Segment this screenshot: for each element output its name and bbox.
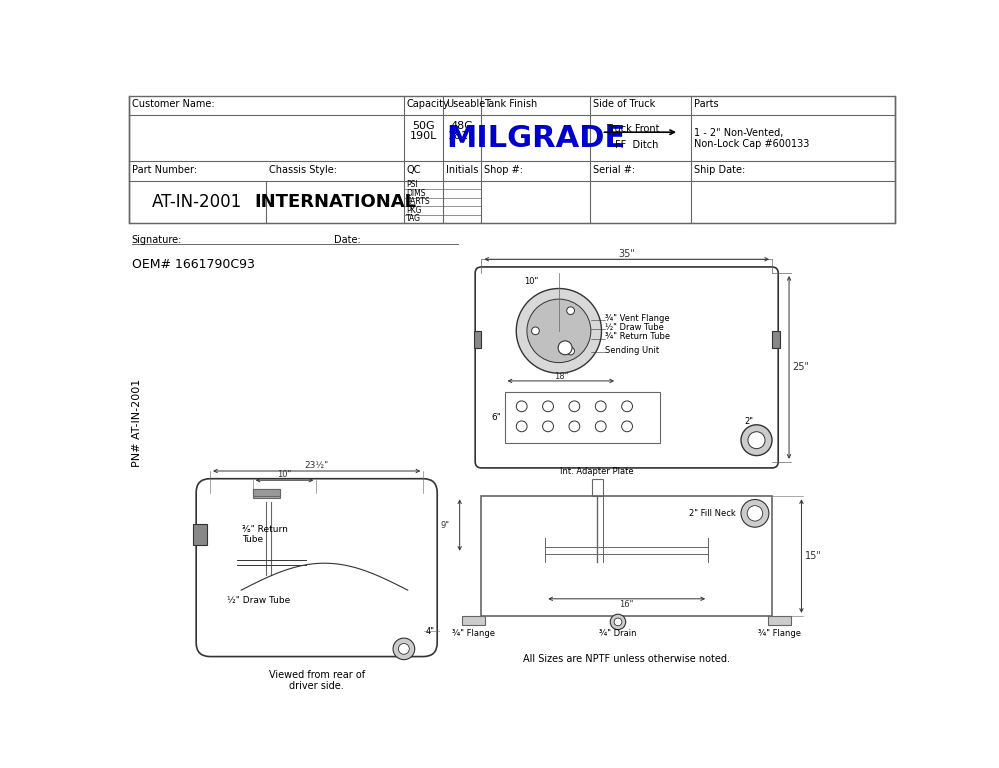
Bar — [591, 479, 602, 496]
Text: ½" Draw Tube: ½" Draw Tube — [227, 596, 291, 605]
Text: PSI: PSI — [407, 180, 418, 190]
Circle shape — [516, 401, 527, 412]
Text: Signature:: Signature: — [132, 234, 182, 245]
Bar — [462, 616, 486, 625]
Circle shape — [526, 299, 590, 362]
Text: 10": 10" — [524, 277, 538, 286]
Text: OEM# 1661790C93: OEM# 1661790C93 — [132, 258, 255, 270]
Bar — [129, 96, 895, 223]
Text: Customer Name:: Customer Name: — [132, 99, 215, 109]
Text: PARTS: PARTS — [407, 197, 430, 207]
Text: PKG: PKG — [407, 206, 422, 215]
Text: Serial #:: Serial #: — [593, 164, 635, 174]
FancyBboxPatch shape — [476, 267, 778, 468]
Text: Part Number:: Part Number: — [132, 164, 197, 174]
Bar — [253, 488, 280, 498]
Circle shape — [741, 499, 769, 527]
Text: 9": 9" — [441, 521, 450, 530]
Text: 48G: 48G — [451, 121, 474, 131]
Text: 181L: 181L — [449, 131, 476, 141]
Circle shape — [542, 401, 553, 412]
Text: ¾" Flange: ¾" Flange — [758, 629, 801, 638]
Text: Initials: Initials — [446, 164, 479, 174]
Text: Tank Finish: Tank Finish — [485, 99, 537, 109]
Circle shape — [595, 401, 606, 412]
Text: 6": 6" — [491, 413, 500, 422]
Circle shape — [621, 421, 632, 432]
Text: 1 - 2" Non-Vented,
Non-Lock Cap #600133: 1 - 2" Non-Vented, Non-Lock Cap #600133 — [694, 127, 810, 149]
Text: Ship Date:: Ship Date: — [693, 164, 745, 174]
Circle shape — [741, 425, 772, 455]
Text: 35": 35" — [618, 249, 635, 259]
Text: ¾" Flange: ¾" Flange — [453, 629, 496, 638]
Text: Side of Truck: Side of Truck — [593, 99, 655, 109]
Text: 190L: 190L — [410, 131, 437, 141]
Circle shape — [542, 421, 553, 432]
Bar — [772, 331, 780, 348]
Text: ⅜" Return
Tube: ⅜" Return Tube — [242, 525, 288, 545]
Text: ½" Draw Tube: ½" Draw Tube — [605, 323, 664, 332]
Text: Capacity: Capacity — [407, 99, 450, 109]
Circle shape — [531, 327, 539, 335]
Text: PN# AT-IN-2001: PN# AT-IN-2001 — [132, 379, 142, 468]
Circle shape — [748, 432, 765, 449]
Text: QC: QC — [407, 164, 422, 174]
Circle shape — [747, 505, 762, 521]
Circle shape — [610, 614, 625, 630]
Bar — [193, 524, 207, 545]
Text: 23½": 23½" — [305, 461, 329, 470]
Text: ¾" Vent Flange: ¾" Vent Flange — [605, 314, 670, 323]
Text: ¾" Return Tube: ¾" Return Tube — [605, 333, 670, 342]
Circle shape — [595, 421, 606, 432]
Text: Chassis Style:: Chassis Style: — [269, 164, 337, 174]
Text: 15": 15" — [804, 551, 821, 561]
Text: Useable: Useable — [446, 99, 485, 109]
FancyBboxPatch shape — [196, 478, 438, 657]
Circle shape — [566, 347, 574, 355]
Circle shape — [621, 401, 632, 412]
Text: 18": 18" — [553, 372, 568, 381]
Bar — [474, 331, 482, 348]
Circle shape — [558, 341, 572, 355]
Text: DIMS: DIMS — [407, 189, 426, 198]
Circle shape — [516, 421, 527, 432]
Text: Viewed from rear of
driver side.: Viewed from rear of driver side. — [269, 670, 365, 691]
Circle shape — [566, 307, 574, 315]
Circle shape — [393, 638, 415, 660]
Text: 16": 16" — [619, 601, 634, 610]
Text: ¾" Drain: ¾" Drain — [599, 629, 636, 638]
Text: 4": 4" — [426, 627, 435, 636]
Bar — [768, 616, 791, 625]
Circle shape — [516, 289, 601, 373]
Bar — [482, 496, 772, 616]
Text: Int. Adapter Plate: Int. Adapter Plate — [560, 467, 634, 475]
Circle shape — [399, 644, 410, 654]
Text: Date:: Date: — [334, 234, 361, 245]
Text: Parts: Parts — [693, 99, 718, 109]
Text: 2": 2" — [744, 417, 753, 426]
Circle shape — [614, 618, 621, 626]
Text: FF  Ditch: FF Ditch — [614, 140, 658, 150]
Bar — [253, 488, 280, 496]
Bar — [504, 392, 659, 442]
Text: 2" Fill Neck: 2" Fill Neck — [689, 509, 735, 518]
Text: MILGRADE: MILGRADE — [446, 124, 625, 153]
Text: 10": 10" — [278, 470, 292, 479]
Text: AT-IN-2001: AT-IN-2001 — [152, 193, 243, 211]
Text: TAG: TAG — [407, 214, 422, 223]
Text: All Sizes are NPTF unless otherwise noted.: All Sizes are NPTF unless otherwise note… — [523, 654, 730, 664]
Text: Sending Unit: Sending Unit — [605, 346, 659, 356]
Text: 50G: 50G — [412, 121, 435, 131]
Text: 25": 25" — [792, 362, 809, 372]
Circle shape — [569, 401, 579, 412]
Circle shape — [569, 421, 579, 432]
Text: Truck Front: Truck Front — [605, 124, 659, 134]
Text: INTERNATIONAL: INTERNATIONAL — [254, 193, 416, 211]
Text: Shop #:: Shop #: — [485, 164, 523, 174]
